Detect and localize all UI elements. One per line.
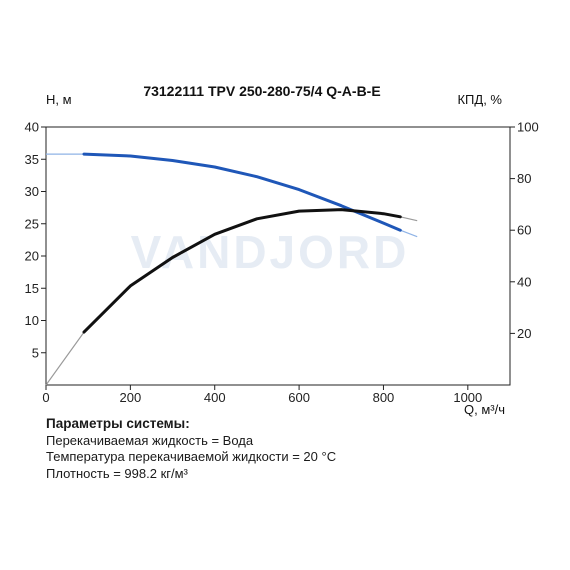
chart-title: 73122111 TPV 250-280-75/4 Q-A-B-E [143,83,380,99]
y-right-tick-label: 20 [517,326,531,341]
y-left-tick-label: 15 [25,281,39,296]
x-tick-label: 800 [373,390,395,405]
y-left-tick-label: 30 [25,184,39,199]
param-density: Плотность = 998.2 кг/м³ [46,465,188,481]
y-right-tick-label: 40 [517,274,531,289]
param-temperature: Температура перекачиваемой жидкости = 20… [46,449,337,464]
y-right-tick-label: 60 [517,223,531,238]
param-fluid: Перекачиваемая жидкость = Вода [46,432,254,448]
y-left-tick-label: 35 [25,152,39,167]
x-tick-label: 200 [120,390,142,405]
system-parameters: Параметры системы: Перекачиваемая жидкос… [46,416,336,482]
curve-0-full-range [46,153,418,238]
x-tick-label: 0 [42,390,49,405]
y-left-tick-label: 5 [32,345,39,360]
y-right-axis-label: КПД, % [457,92,502,107]
y-left-tick-label: 40 [25,120,39,135]
watermark-logo: VANDJORD [131,226,410,278]
y-left-tick-label: 10 [25,313,39,328]
y-left-tick-label: 20 [25,249,39,264]
x-tick-label: 1000 [453,390,482,405]
x-tick-label: 600 [288,390,310,405]
y-right-tick-label: 100 [517,120,539,135]
curve-0-operating-range [82,152,402,232]
y-left-axis-label: Н, м [46,92,72,107]
system-parameters-heading: Параметры системы: [46,416,190,431]
x-axis-label: Q, м³/ч [464,402,505,417]
y-right-tick-label: 80 [517,171,531,186]
x-tick-label: 400 [204,390,226,405]
y-left-tick-label: 25 [25,216,39,231]
curve-1-operating-range [82,208,402,334]
